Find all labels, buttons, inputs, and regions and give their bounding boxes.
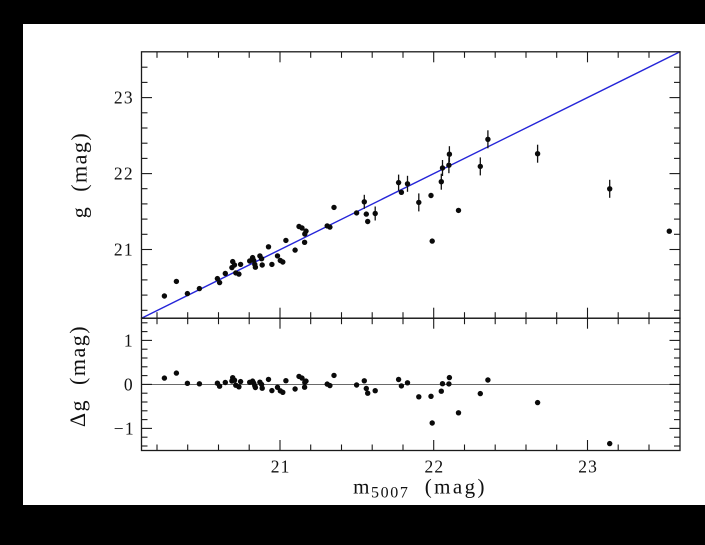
svg-text:23: 23 xyxy=(578,457,598,477)
svg-text:23: 23 xyxy=(114,88,134,108)
svg-text:1: 1 xyxy=(124,330,134,350)
svg-text:22: 22 xyxy=(114,163,134,183)
svg-text:m5007 (mag): m5007 (mag) xyxy=(353,475,487,502)
svg-text:−1: −1 xyxy=(114,418,135,438)
svg-text:21: 21 xyxy=(114,239,134,259)
svg-text:22: 22 xyxy=(424,457,444,477)
svg-text:21: 21 xyxy=(271,457,291,477)
svg-text:Δg (mag): Δg (mag) xyxy=(65,325,90,427)
svg-text:g (mag): g (mag) xyxy=(67,132,92,219)
svg-text:0: 0 xyxy=(124,374,134,394)
